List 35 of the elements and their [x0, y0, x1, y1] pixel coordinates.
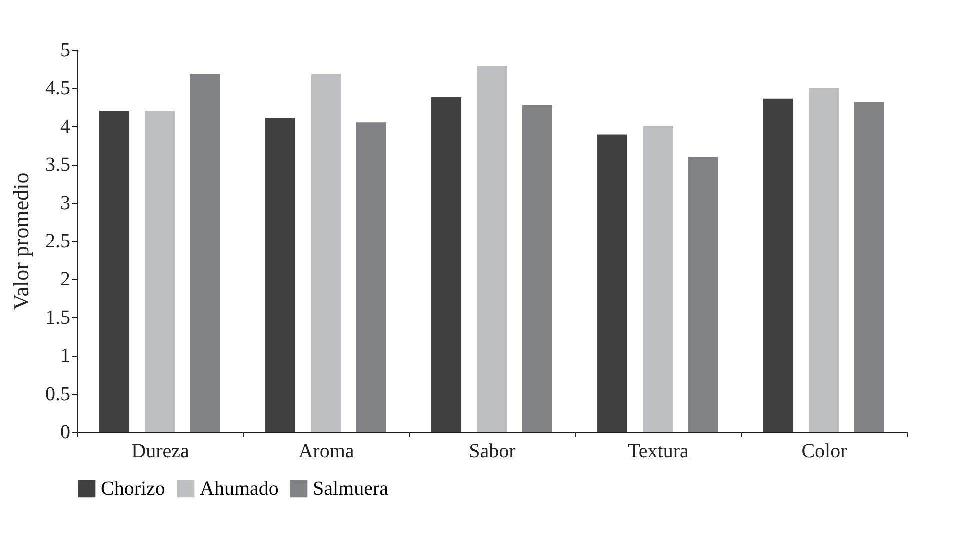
- bar: [764, 98, 794, 432]
- y-tick-label: 4: [60, 116, 70, 138]
- x-tick-label: Sabor: [469, 440, 516, 462]
- y-tick-label: 1.5: [46, 306, 70, 329]
- legend-label: Ahumado: [200, 478, 279, 500]
- x-tick-label: Textura: [628, 440, 690, 462]
- y-tick-label: 4.5: [46, 78, 70, 100]
- bar: [190, 74, 220, 432]
- x-tick-label: Aroma: [298, 440, 354, 462]
- bar: [100, 111, 130, 432]
- bar: [854, 102, 884, 432]
- bar: [809, 88, 839, 432]
- bar: [643, 126, 673, 432]
- bar: [432, 97, 462, 432]
- y-tick-label: 0.5: [46, 383, 70, 406]
- legend-label: Chorizo: [101, 478, 166, 500]
- x-tick-label: Dureza: [132, 440, 190, 462]
- bar: [356, 122, 386, 432]
- x-tick-label: Color: [802, 440, 848, 462]
- bar: [145, 111, 175, 432]
- y-tick-label: 1: [60, 345, 70, 368]
- y-tick-label: 2.5: [46, 230, 70, 252]
- bar: [688, 156, 718, 432]
- bar: [266, 118, 296, 432]
- bar: [311, 74, 341, 432]
- legend-label: Salmuera: [313, 478, 389, 500]
- y-tick-label: 2: [60, 268, 70, 291]
- y-tick-label: 5: [60, 40, 70, 62]
- bar: [522, 105, 552, 432]
- y-tick-label: 0: [60, 422, 70, 444]
- bar: [477, 66, 507, 432]
- y-tick-label: 3: [60, 192, 70, 214]
- bar: [598, 134, 628, 432]
- y-tick-label: 3.5: [46, 154, 70, 176]
- y-axis-title: Valor promedio: [8, 172, 34, 310]
